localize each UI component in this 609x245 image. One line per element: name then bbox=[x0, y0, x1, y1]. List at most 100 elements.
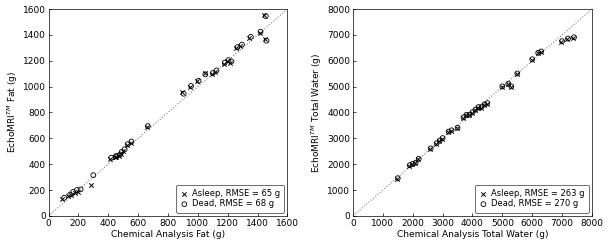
Dead, RMSE = 68 g bbox=[186, 84, 196, 88]
Asleep, RMSE = 65 g bbox=[259, 13, 269, 17]
Asleep, RMSE = 263 g bbox=[569, 36, 579, 40]
Asleep, RMSE = 65 g bbox=[86, 183, 96, 187]
Asleep, RMSE = 65 g bbox=[116, 152, 126, 156]
Y-axis label: EchoMRI$^{TM}$ Total Water (g): EchoMRI$^{TM}$ Total Water (g) bbox=[310, 52, 325, 173]
Asleep, RMSE = 65 g bbox=[66, 193, 76, 196]
Asleep, RMSE = 65 g bbox=[231, 47, 241, 50]
Asleep, RMSE = 263 g bbox=[482, 102, 491, 106]
Asleep, RMSE = 65 g bbox=[260, 37, 270, 41]
Dead, RMSE = 68 g bbox=[127, 140, 136, 144]
Dead, RMSE = 270 g bbox=[452, 126, 462, 130]
Dead, RMSE = 68 g bbox=[224, 58, 233, 62]
Dead, RMSE = 270 g bbox=[527, 57, 537, 61]
Dead, RMSE = 68 g bbox=[200, 72, 210, 76]
Dead, RMSE = 68 g bbox=[261, 14, 270, 18]
Asleep, RMSE = 65 g bbox=[70, 191, 80, 195]
Asleep, RMSE = 65 g bbox=[255, 31, 265, 35]
Dead, RMSE = 68 g bbox=[237, 43, 247, 47]
Dead, RMSE = 270 g bbox=[477, 105, 487, 109]
Dead, RMSE = 270 g bbox=[569, 35, 579, 39]
Asleep, RMSE = 263 g bbox=[446, 129, 456, 133]
Dead, RMSE = 270 g bbox=[512, 72, 522, 75]
Dead, RMSE = 270 g bbox=[474, 105, 484, 109]
Asleep, RMSE = 263 g bbox=[431, 142, 441, 146]
Asleep, RMSE = 65 g bbox=[207, 72, 217, 76]
Dead, RMSE = 270 g bbox=[533, 51, 543, 55]
Asleep, RMSE = 263 g bbox=[410, 161, 420, 165]
Asleep, RMSE = 263 g bbox=[392, 177, 402, 181]
Asleep, RMSE = 65 g bbox=[118, 149, 128, 153]
Dead, RMSE = 270 g bbox=[557, 39, 567, 43]
Dead, RMSE = 270 g bbox=[408, 162, 418, 166]
Asleep, RMSE = 263 g bbox=[458, 116, 468, 120]
Dead, RMSE = 270 g bbox=[465, 113, 474, 117]
Dead, RMSE = 68 g bbox=[107, 156, 116, 160]
Dead, RMSE = 270 g bbox=[405, 163, 415, 167]
Dead, RMSE = 270 g bbox=[507, 84, 516, 88]
Dead, RMSE = 270 g bbox=[432, 141, 442, 145]
Dead, RMSE = 270 g bbox=[479, 102, 489, 106]
Dead, RMSE = 270 g bbox=[563, 37, 573, 40]
Asleep, RMSE = 263 g bbox=[497, 85, 507, 89]
Asleep, RMSE = 263 g bbox=[407, 162, 417, 166]
Asleep, RMSE = 263 g bbox=[437, 137, 447, 141]
Dead, RMSE = 68 g bbox=[59, 196, 69, 200]
Asleep, RMSE = 65 g bbox=[110, 155, 120, 159]
Dead, RMSE = 68 g bbox=[112, 154, 122, 158]
Dead, RMSE = 270 g bbox=[393, 176, 403, 180]
Dead, RMSE = 68 g bbox=[246, 35, 256, 39]
Asleep, RMSE = 65 g bbox=[222, 60, 232, 63]
Dead, RMSE = 68 g bbox=[115, 153, 125, 157]
Dead, RMSE = 270 g bbox=[426, 147, 435, 150]
Dead, RMSE = 68 g bbox=[123, 142, 133, 146]
Asleep, RMSE = 65 g bbox=[186, 85, 195, 89]
Asleep, RMSE = 65 g bbox=[225, 61, 235, 65]
Asleep, RMSE = 65 g bbox=[142, 125, 152, 129]
Dead, RMSE = 68 g bbox=[208, 71, 217, 75]
Asleep, RMSE = 263 g bbox=[470, 108, 480, 112]
Dead, RMSE = 68 g bbox=[88, 173, 98, 177]
Asleep, RMSE = 263 g bbox=[452, 126, 462, 130]
X-axis label: Chemical Analysis Total Water (g): Chemical Analysis Total Water (g) bbox=[396, 231, 548, 239]
Dead, RMSE = 270 g bbox=[435, 139, 445, 143]
Asleep, RMSE = 263 g bbox=[414, 157, 423, 161]
Asleep, RMSE = 263 g bbox=[479, 103, 488, 107]
Asleep, RMSE = 263 g bbox=[464, 113, 474, 117]
Dead, RMSE = 270 g bbox=[471, 108, 481, 111]
Asleep, RMSE = 263 g bbox=[563, 37, 572, 41]
Dead, RMSE = 68 g bbox=[65, 193, 75, 196]
Asleep, RMSE = 65 g bbox=[114, 154, 124, 158]
Dead, RMSE = 270 g bbox=[482, 101, 492, 105]
Dead, RMSE = 68 g bbox=[117, 150, 127, 154]
Asleep, RMSE = 263 g bbox=[443, 130, 453, 134]
Asleep, RMSE = 263 g bbox=[512, 72, 521, 76]
Dead, RMSE = 270 g bbox=[411, 161, 421, 165]
Asleep, RMSE = 263 g bbox=[503, 82, 513, 86]
Asleep, RMSE = 263 g bbox=[461, 113, 471, 117]
Dead, RMSE = 270 g bbox=[468, 110, 477, 114]
X-axis label: Chemical Analysis Fat (g): Chemical Analysis Fat (g) bbox=[111, 231, 225, 239]
Dead, RMSE = 68 g bbox=[120, 147, 130, 151]
Asleep, RMSE = 65 g bbox=[177, 90, 187, 94]
Dead, RMSE = 270 g bbox=[414, 157, 424, 161]
Dead, RMSE = 68 g bbox=[72, 188, 82, 192]
Dead, RMSE = 68 g bbox=[194, 79, 203, 83]
Dead, RMSE = 68 g bbox=[111, 154, 121, 158]
Dead, RMSE = 68 g bbox=[227, 60, 236, 63]
Y-axis label: EchoMRI$^{TM}$ Fat (g): EchoMRI$^{TM}$ Fat (g) bbox=[5, 72, 20, 153]
Asleep, RMSE = 65 g bbox=[244, 36, 254, 40]
Asleep, RMSE = 263 g bbox=[533, 51, 543, 55]
Asleep, RMSE = 263 g bbox=[473, 106, 483, 110]
Legend: Asleep, RMSE = 65 g, Dead, RMSE = 68 g: Asleep, RMSE = 65 g, Dead, RMSE = 68 g bbox=[176, 184, 284, 213]
Dead, RMSE = 68 g bbox=[76, 187, 85, 191]
Dead, RMSE = 68 g bbox=[68, 190, 78, 194]
Dead, RMSE = 68 g bbox=[212, 69, 222, 73]
Asleep, RMSE = 263 g bbox=[536, 50, 546, 54]
Asleep, RMSE = 65 g bbox=[63, 195, 73, 198]
Asleep, RMSE = 65 g bbox=[219, 62, 229, 66]
Asleep, RMSE = 65 g bbox=[192, 79, 202, 83]
Asleep, RMSE = 263 g bbox=[467, 111, 477, 115]
Asleep, RMSE = 65 g bbox=[57, 197, 67, 201]
Dead, RMSE = 68 g bbox=[262, 39, 272, 43]
Asleep, RMSE = 263 g bbox=[434, 139, 444, 143]
